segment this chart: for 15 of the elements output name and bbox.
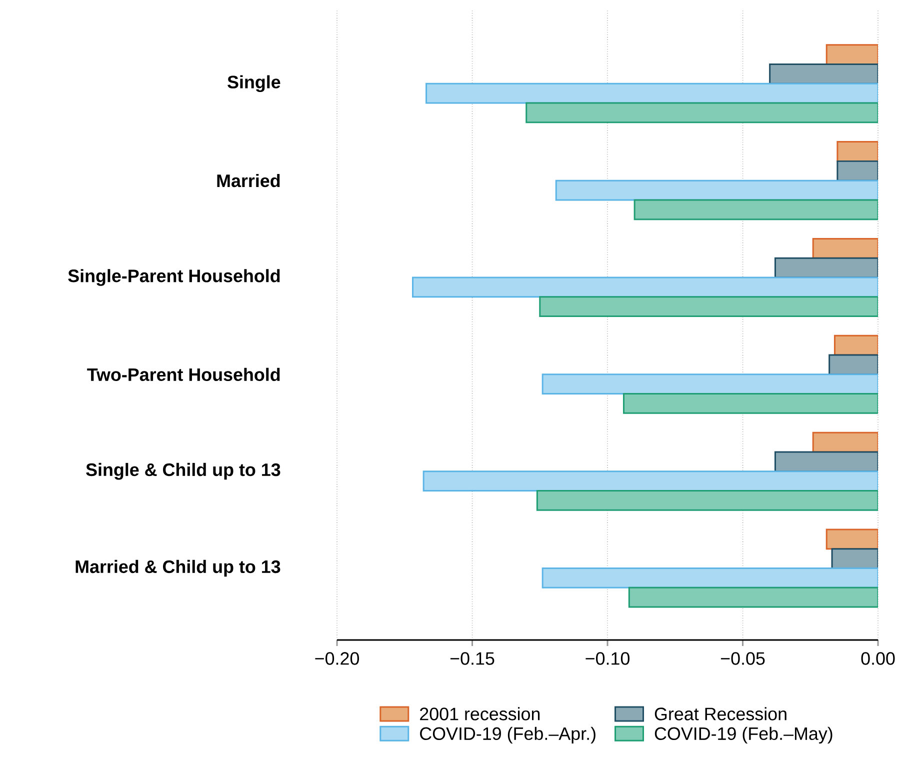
legend-label: COVID-19 (Feb.–Apr.) — [420, 726, 596, 744]
x-tick-label: −0.05 — [720, 652, 765, 665]
x-tick-label: −0.20 — [315, 652, 359, 665]
y-tick-label: Single — [228, 75, 280, 92]
y-tick-label: Single & Child up to 13 — [86, 462, 280, 480]
y-tick-label: Single-Parent Household — [68, 269, 280, 286]
legend-label: Great Recession — [654, 707, 786, 720]
x-tick-label: −0.15 — [450, 652, 494, 665]
legend-label: 2001 recession — [420, 707, 540, 720]
legend-label: COVID-19 (Feb.–May) — [654, 726, 832, 744]
y-tick-label: Married & Child up to 13 — [76, 560, 280, 577]
y-tick-label: Two-Parent Household — [87, 368, 280, 381]
x-tick-label: −0.10 — [586, 652, 630, 665]
y-tick-label: Married — [217, 174, 280, 188]
x-tick-label: 0.00 — [861, 652, 895, 665]
